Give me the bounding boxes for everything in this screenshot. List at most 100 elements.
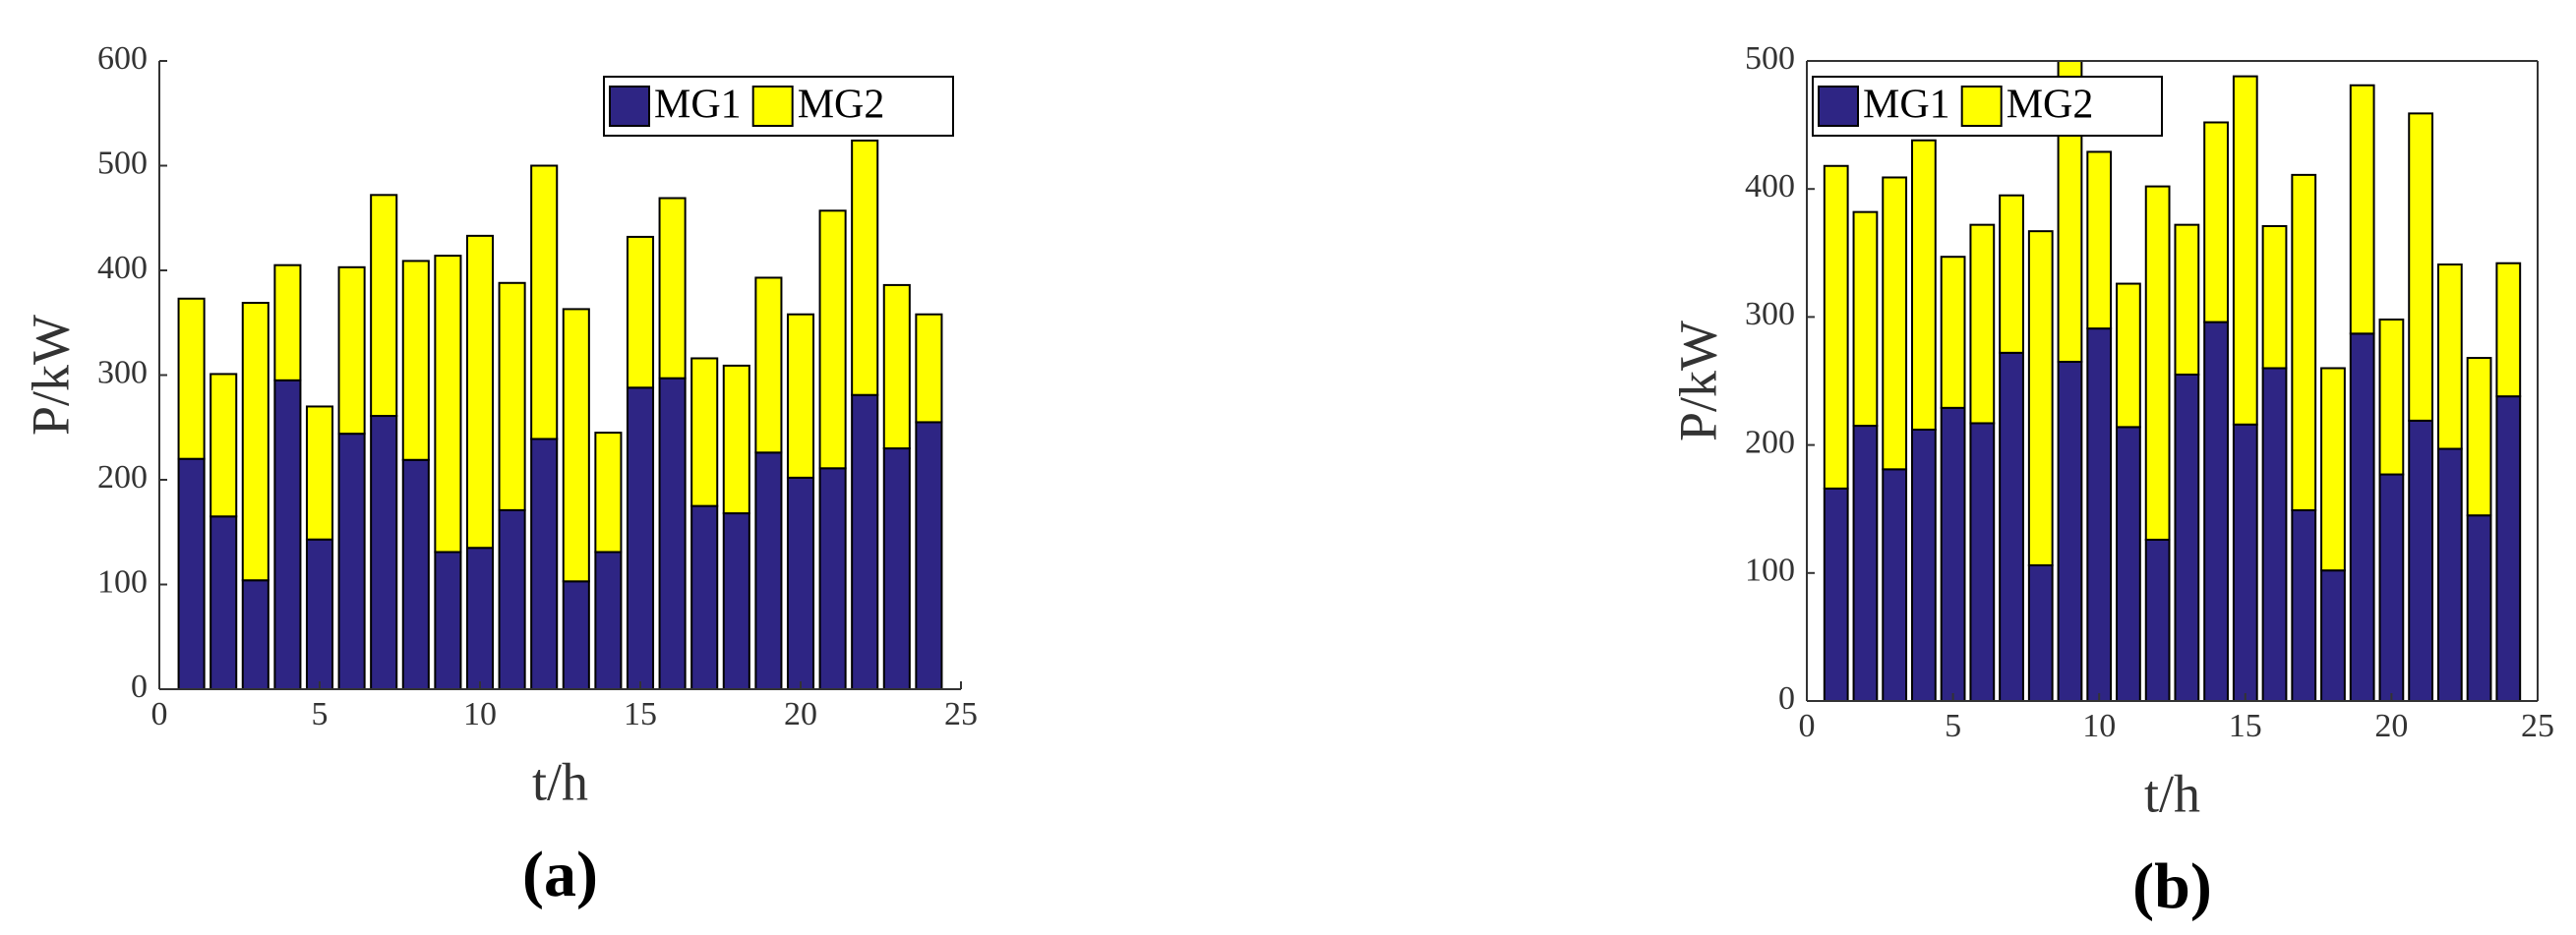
legend-label: MG2 — [798, 83, 885, 128]
bar-segment — [1852, 210, 1879, 428]
legend-swatch — [751, 86, 794, 127]
bar-segment — [722, 512, 750, 691]
bar-segment — [2086, 150, 2113, 330]
bar-segment — [626, 235, 655, 389]
bar-segment — [401, 260, 430, 461]
x-tick-label: 10 — [2082, 708, 2116, 744]
plot — [177, 139, 943, 691]
bar-segment — [337, 433, 366, 690]
bar-segment — [818, 209, 847, 470]
bar-segment — [562, 308, 590, 583]
bar-segment — [2232, 75, 2258, 426]
bar-segment — [273, 379, 302, 690]
bar-segment — [2378, 319, 2405, 476]
bar-segment — [2261, 367, 2288, 702]
y-axis-label: P/kW — [1668, 321, 1727, 441]
bar-segment — [1910, 428, 1937, 702]
bar-segment — [690, 504, 719, 690]
bar-segment — [465, 547, 495, 690]
bar-segment — [337, 265, 366, 436]
bar-segment — [241, 302, 270, 582]
bar-segment — [2466, 357, 2492, 517]
bar-segment — [786, 313, 815, 479]
y-tick-label: 100 — [1745, 553, 1795, 589]
legend-label: MG2 — [2007, 83, 2094, 128]
bar-segment — [1823, 164, 1849, 490]
bar-segment — [1999, 194, 2024, 354]
bar-segment — [2203, 321, 2229, 702]
bar-segment — [2495, 262, 2522, 398]
subfigure-label: (a) — [522, 839, 598, 910]
bar-segment — [2466, 514, 2492, 703]
bar-segment — [370, 415, 398, 690]
bar-segment — [2261, 224, 2288, 370]
bar-segment — [626, 386, 655, 690]
bar-segment — [1852, 425, 1879, 702]
bar-segment — [498, 508, 526, 691]
bar-segment — [530, 164, 559, 440]
bar-segment — [273, 263, 302, 381]
y-tick-label: 200 — [97, 459, 148, 496]
bar-segment — [658, 197, 687, 380]
bar-segment — [370, 194, 398, 418]
y-tick-label: 400 — [1745, 168, 1795, 205]
bar-segment — [882, 447, 911, 690]
y-tick-label: 300 — [97, 354, 148, 390]
x-axis-label: t/h — [532, 752, 588, 811]
bar-segment — [2116, 282, 2141, 429]
x-tick-label: 25 — [944, 696, 978, 732]
bar-segment — [1823, 487, 1849, 703]
bar-segment — [915, 313, 943, 424]
bar-segment — [1882, 468, 1908, 703]
legend: MG1 MG2 — [603, 76, 954, 137]
bar-segment — [2436, 263, 2463, 450]
bar-segment — [2027, 230, 2054, 566]
x-tick-label: 15 — [624, 696, 657, 732]
bar-segment — [690, 357, 719, 507]
y-axis-label: P/kW — [21, 315, 80, 436]
x-tick-label: 25 — [2521, 708, 2554, 744]
bar-segment — [851, 139, 879, 396]
x-tick-label: 20 — [784, 696, 817, 732]
bar-segment — [2495, 395, 2522, 702]
legend-swatch — [1818, 86, 1859, 127]
y-tick-label: 600 — [97, 40, 148, 77]
legend-swatch — [609, 86, 650, 127]
x-axis-label: t/h — [2144, 764, 2200, 823]
bar-segment — [241, 579, 270, 690]
y-tick-label: 200 — [1745, 424, 1795, 460]
bar-segment — [434, 551, 462, 690]
bar-segment — [2203, 121, 2229, 323]
bar-segment — [754, 451, 783, 690]
bar-segment — [2349, 84, 2375, 335]
bar-segment — [2174, 223, 2200, 376]
bar-segment — [1969, 422, 1996, 702]
x-tick-label: 15 — [2229, 708, 2262, 744]
plot — [1823, 60, 2522, 703]
bar-segment — [1969, 223, 1996, 425]
bar-segment — [305, 538, 334, 691]
bar-segment — [562, 580, 590, 690]
bar-segment — [210, 515, 238, 691]
bar-segment — [2057, 360, 2083, 702]
bar-segment — [177, 457, 206, 691]
x-tick-label: 20 — [2374, 708, 2408, 744]
bar-segment — [818, 467, 847, 690]
bar-segment — [851, 393, 879, 690]
bar-segment — [434, 255, 462, 554]
bar-segment — [2320, 367, 2346, 572]
bar-segment — [2436, 447, 2463, 702]
bar-segment — [786, 476, 815, 690]
y-tick-label: 0 — [131, 669, 148, 705]
bar-segment — [401, 458, 430, 691]
x-tick-label: 10 — [463, 696, 497, 732]
bar-segment — [2116, 426, 2141, 702]
legend-label: MG1 — [1863, 83, 1950, 128]
y-tick-label: 0 — [1778, 680, 1795, 717]
bar-segment — [2291, 509, 2317, 703]
bar-segment — [2408, 112, 2434, 422]
bar-segment — [2144, 538, 2171, 702]
bar-segment — [2232, 423, 2258, 702]
bar-segment — [1999, 351, 2024, 702]
